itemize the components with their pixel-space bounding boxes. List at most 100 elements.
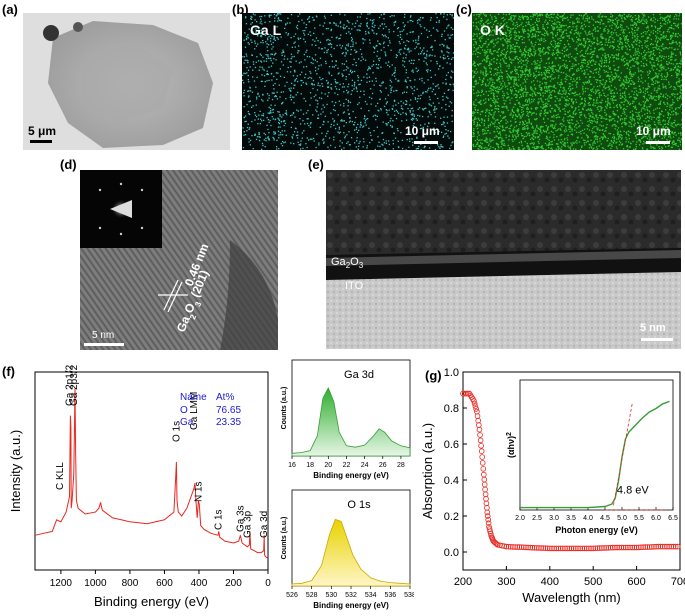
o-dot	[533, 84, 536, 86]
o-dot	[500, 38, 502, 40]
o-dot	[568, 37, 570, 39]
ga-dot	[243, 39, 245, 41]
o-dot	[540, 112, 542, 114]
o-dot	[588, 79, 590, 81]
o-dot	[541, 82, 543, 85]
o-dot	[612, 41, 615, 43]
o-dot	[519, 16, 521, 18]
ga-dot	[260, 29, 262, 31]
o-dot	[567, 100, 569, 102]
o-dot	[551, 78, 553, 80]
o-dot	[528, 22, 530, 24]
ga-dot	[452, 28, 454, 30]
o-dot	[479, 46, 482, 48]
o-dot	[521, 55, 523, 57]
o-dot	[557, 17, 559, 20]
ga-dot	[434, 111, 436, 114]
o-dot	[525, 95, 527, 97]
ga-dot	[344, 27, 346, 29]
ga-dot	[345, 51, 347, 54]
ga-dot	[269, 40, 272, 42]
o-dot	[680, 132, 682, 135]
o-dot	[487, 73, 489, 75]
o-dot	[547, 22, 549, 24]
ga-dot	[277, 38, 279, 40]
o-dot	[645, 45, 647, 47]
o-dot	[659, 49, 661, 51]
ga-dot	[412, 20, 414, 22]
ga-dot	[410, 113, 412, 116]
o-dot	[639, 117, 642, 119]
o-dot	[605, 80, 608, 82]
o-dot	[518, 79, 520, 81]
o-dot	[592, 113, 594, 115]
o-dot	[485, 32, 487, 34]
o-dot	[489, 138, 491, 140]
ga-dot	[249, 127, 251, 129]
o-dot	[659, 70, 661, 72]
ga-dot	[287, 17, 289, 19]
o-dot	[585, 13, 588, 15]
o-dot	[560, 25, 562, 27]
o-dot	[518, 66, 521, 68]
ga-dot	[364, 100, 367, 103]
o-dot	[515, 69, 517, 71]
o-dot	[656, 77, 659, 79]
o-dot	[574, 108, 577, 110]
ga-dot	[355, 86, 357, 88]
o-dot	[660, 100, 662, 102]
ga-dot	[347, 92, 349, 94]
o-dot	[555, 148, 557, 150]
o-dot	[657, 95, 660, 97]
ga-dot	[322, 139, 324, 141]
o-dot	[545, 131, 548, 133]
o-dot	[556, 45, 558, 47]
o-dot	[680, 73, 682, 75]
ga-dot	[419, 17, 422, 19]
o-dot	[514, 45, 517, 47]
o-dot	[600, 34, 602, 36]
o-dot	[542, 51, 544, 53]
o-dot	[512, 27, 515, 29]
o-dot	[562, 31, 564, 34]
o-dot	[595, 132, 597, 134]
ga-dot	[440, 145, 442, 148]
o-dot	[667, 15, 669, 17]
o-dot	[649, 115, 651, 118]
o-dot	[674, 93, 676, 96]
o-dot	[584, 52, 587, 54]
ga-dot	[448, 137, 450, 139]
o-dot	[563, 36, 565, 38]
o-dot	[552, 65, 554, 67]
ga-dot	[354, 81, 356, 83]
ga-dot	[260, 41, 262, 44]
o-dot	[494, 111, 496, 113]
o-dot	[638, 42, 640, 44]
o-dot	[673, 41, 675, 44]
o-dot	[603, 69, 605, 71]
o-dot	[599, 23, 601, 25]
o-dot	[628, 79, 631, 82]
ga-dot	[286, 81, 288, 83]
o-dot	[636, 62, 638, 65]
tem-flake-graphic	[23, 13, 230, 150]
ga-dot	[368, 80, 371, 83]
o-dot	[593, 91, 595, 93]
ga-dot	[269, 21, 271, 23]
o-dot	[527, 104, 529, 106]
o-dot	[529, 110, 531, 113]
o-dot	[578, 14, 581, 16]
o-dot	[480, 103, 483, 105]
o-dot	[624, 98, 626, 100]
ga-dot	[343, 91, 345, 93]
o-dot	[629, 60, 631, 62]
ga-dot	[442, 121, 445, 123]
ga-dot	[432, 49, 434, 51]
o-dot	[532, 112, 534, 114]
o-dot	[643, 107, 645, 110]
ga-dot	[358, 83, 360, 86]
o-dot	[553, 23, 555, 25]
o-dot	[509, 39, 511, 41]
o-dot	[565, 105, 567, 107]
o-dot	[567, 92, 570, 95]
